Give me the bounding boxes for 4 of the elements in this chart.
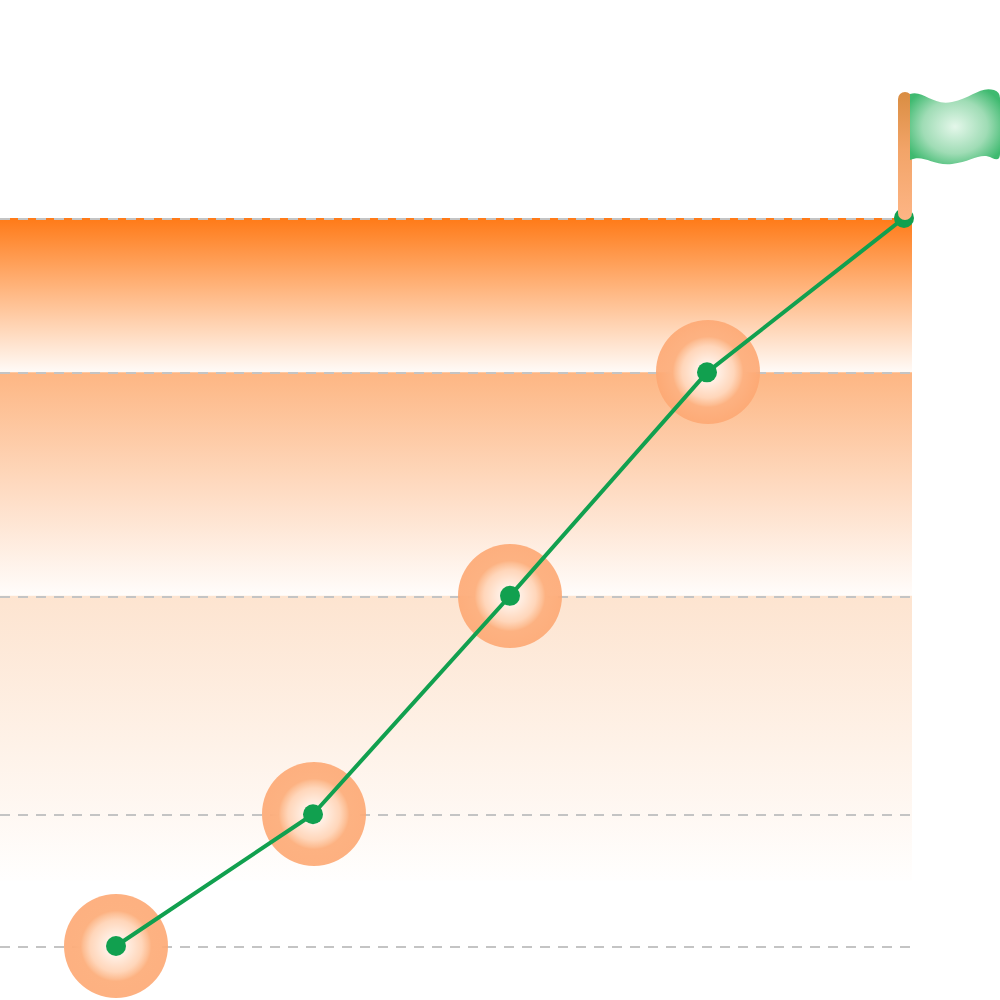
point — [500, 585, 520, 606]
point — [106, 936, 126, 956]
point — [303, 804, 323, 825]
point — [697, 362, 717, 383]
